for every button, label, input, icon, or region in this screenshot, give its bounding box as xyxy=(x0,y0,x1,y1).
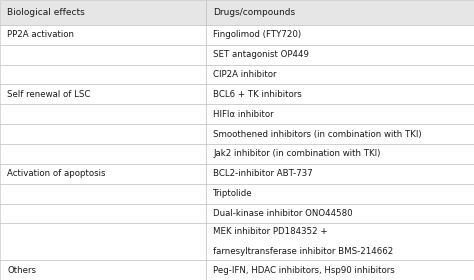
Bar xyxy=(0,184,206,204)
Bar xyxy=(206,164,474,184)
Text: Smoothened inhibitors (in combination with TKI): Smoothened inhibitors (in combination wi… xyxy=(213,130,422,139)
Text: Jak2 inhibitor (in combination with TKI): Jak2 inhibitor (in combination with TKI) xyxy=(213,150,381,158)
Bar xyxy=(0,25,206,45)
Bar xyxy=(0,0,206,25)
Text: CIP2A inhibitor: CIP2A inhibitor xyxy=(213,70,277,79)
Bar xyxy=(206,204,474,223)
Bar xyxy=(206,0,474,25)
Bar xyxy=(206,184,474,204)
Text: Biological effects: Biological effects xyxy=(7,8,85,17)
Bar xyxy=(206,124,474,144)
Bar xyxy=(0,144,206,164)
Bar xyxy=(206,84,474,104)
Bar xyxy=(206,260,474,280)
Bar xyxy=(0,45,206,64)
Bar xyxy=(206,45,474,64)
Text: Triptolide: Triptolide xyxy=(213,189,253,198)
Text: MEK inhibitor PD184352 +: MEK inhibitor PD184352 + xyxy=(213,227,328,236)
Text: Others: Others xyxy=(7,265,36,275)
Bar xyxy=(0,64,206,84)
Bar xyxy=(206,64,474,84)
Text: Peg-IFN, HDAC inhibitors, Hsp90 inhibitors: Peg-IFN, HDAC inhibitors, Hsp90 inhibito… xyxy=(213,265,395,275)
Text: HIFlα inhibitor: HIFlα inhibitor xyxy=(213,110,274,119)
Text: PP2A activation: PP2A activation xyxy=(7,30,74,39)
Text: Drugs/compounds: Drugs/compounds xyxy=(213,8,295,17)
Bar xyxy=(0,124,206,144)
Text: SET antagonist OP449: SET antagonist OP449 xyxy=(213,50,309,59)
Bar xyxy=(206,25,474,45)
Text: Fingolimod (FTY720): Fingolimod (FTY720) xyxy=(213,30,301,39)
Text: Dual-kinase inhibitor ONO44580: Dual-kinase inhibitor ONO44580 xyxy=(213,209,353,218)
Bar xyxy=(0,223,206,260)
Bar xyxy=(0,84,206,104)
Bar xyxy=(0,204,206,223)
Bar xyxy=(0,164,206,184)
Bar xyxy=(206,144,474,164)
Text: BCL2-inhibitor ABT-737: BCL2-inhibitor ABT-737 xyxy=(213,169,313,178)
Text: BCL6 + TK inhibitors: BCL6 + TK inhibitors xyxy=(213,90,302,99)
Bar xyxy=(0,260,206,280)
Bar xyxy=(206,223,474,260)
Text: farnesyltransferase inhibitor BMS-214662: farnesyltransferase inhibitor BMS-214662 xyxy=(213,247,393,256)
Bar xyxy=(0,104,206,124)
Text: Self renewal of LSC: Self renewal of LSC xyxy=(7,90,91,99)
Text: Activation of apoptosis: Activation of apoptosis xyxy=(7,169,106,178)
Bar xyxy=(206,104,474,124)
